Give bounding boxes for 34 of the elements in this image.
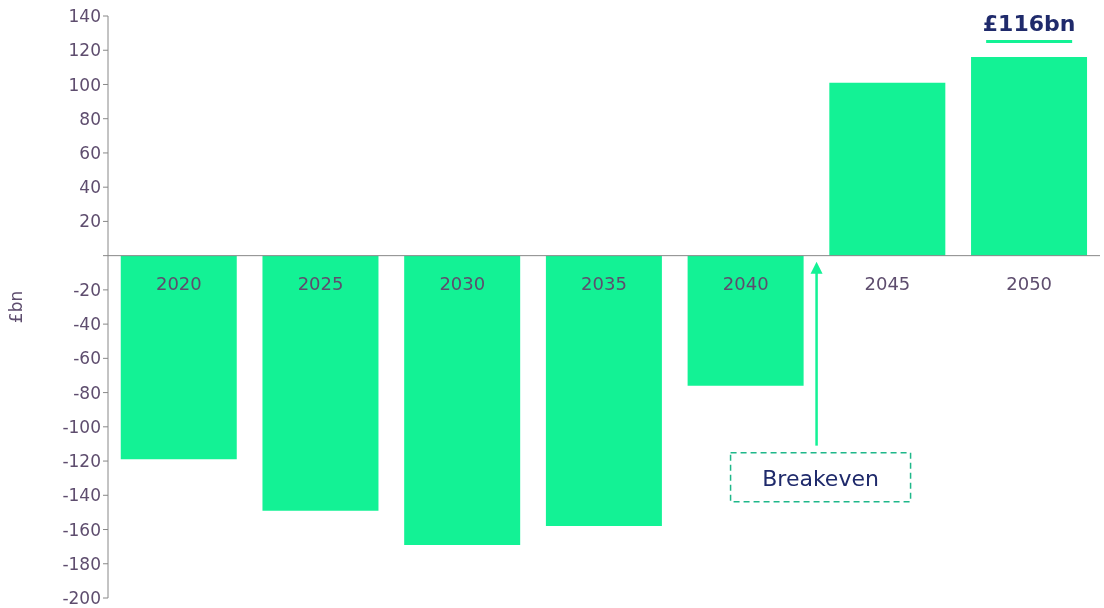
x-tick-label: 2035 [581, 272, 627, 294]
bar [120, 255, 237, 460]
y-tick-label: 100 [68, 74, 101, 95]
bar [829, 82, 946, 256]
annotation: Breakeven [762, 465, 879, 491]
bar [404, 255, 521, 545]
y-tick-label: 140 [68, 6, 101, 27]
x-tick-label: 2025 [297, 272, 344, 294]
y-axis-title: £bn [6, 290, 27, 324]
y-tick-label: -140 [62, 485, 101, 506]
y-tick-label: 120 [68, 40, 101, 61]
y-tick-label: -120 [62, 451, 101, 472]
y-tick-label: -20 [73, 279, 101, 300]
y-tick-label: 20 [79, 211, 101, 232]
y-tick-label: 80 [79, 108, 101, 129]
bar [262, 255, 379, 511]
x-tick-label: 2050 [1006, 272, 1053, 294]
x-tick-label: 2030 [439, 272, 486, 294]
y-tick-label: -200 [62, 588, 101, 608]
y-tick-label: -60 [73, 348, 101, 369]
bar [971, 57, 1088, 256]
x-tick-label: 2040 [722, 272, 769, 294]
y-tick-label: -40 [73, 314, 101, 335]
y-tick-label: 60 [79, 142, 101, 163]
x-tick-label: 2020 [155, 272, 202, 294]
y-tick-label: 40 [79, 177, 101, 198]
y-tick-label: -160 [62, 519, 101, 540]
bar [687, 255, 804, 386]
bar [545, 255, 662, 527]
y-tick-label: -80 [73, 382, 101, 403]
y-tick-label: -180 [62, 553, 101, 574]
y-tick-label: -100 [62, 416, 101, 437]
x-tick-label: 2045 [864, 272, 911, 294]
annotation: £116bn [982, 11, 1076, 37]
